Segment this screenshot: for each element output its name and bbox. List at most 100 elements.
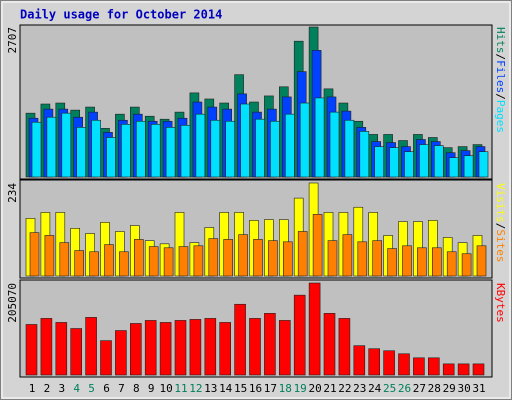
- bar: [359, 131, 370, 178]
- legend: Visits/Sites: [494, 183, 507, 263]
- bar: [46, 116, 57, 178]
- bar: [255, 118, 265, 178]
- chart-title: Daily usage for October 2014: [20, 8, 222, 22]
- bar: [297, 231, 308, 277]
- bar: [219, 322, 231, 376]
- x-tick-label: 6: [103, 382, 110, 395]
- bar: [448, 157, 459, 178]
- bar: [163, 247, 174, 277]
- bar: [210, 119, 221, 178]
- bar: [402, 245, 412, 277]
- bar: [344, 119, 355, 178]
- bar: [61, 112, 72, 178]
- bar: [31, 121, 42, 178]
- x-tick-label: 21: [323, 382, 336, 395]
- y-tick-label: 205070: [6, 283, 19, 323]
- bar: [368, 348, 381, 376]
- bar: [413, 357, 425, 376]
- bar: [165, 127, 176, 178]
- bar: [268, 240, 278, 277]
- bar: [431, 247, 442, 277]
- x-tick-label: 7: [118, 382, 125, 395]
- bar: [85, 317, 97, 376]
- bar: [374, 146, 385, 178]
- legend-entry: Pages: [494, 100, 507, 133]
- bar: [389, 147, 399, 178]
- bar: [338, 318, 351, 376]
- bar: [264, 313, 276, 376]
- legend-entry: Sites: [494, 229, 507, 262]
- bar: [238, 234, 248, 277]
- bar: [119, 251, 129, 277]
- bar: [225, 120, 235, 178]
- x-tick-label: 9: [148, 382, 155, 395]
- bar: [159, 322, 172, 376]
- bar: [134, 239, 144, 277]
- x-tick-label: 24: [368, 382, 382, 395]
- bar: [174, 320, 187, 376]
- bar: [44, 235, 55, 277]
- bar: [383, 350, 395, 376]
- bar: [387, 248, 397, 277]
- x-tick-label: 1: [29, 382, 36, 395]
- x-tick-label: 27: [413, 382, 426, 395]
- legend-entry: KBytes: [494, 283, 507, 323]
- bar: [178, 246, 189, 277]
- bar: [204, 318, 217, 376]
- bar: [372, 240, 383, 277]
- x-tick-label: 22: [338, 382, 351, 395]
- bar: [148, 246, 159, 277]
- bar: [323, 313, 336, 376]
- bar: [329, 111, 340, 178]
- x-tick-label: 31: [472, 382, 485, 395]
- legend-entry: Visits: [494, 183, 507, 223]
- bar: [357, 241, 368, 277]
- bar: [25, 324, 38, 376]
- legend-entry: Files: [494, 60, 507, 93]
- bar: [478, 151, 489, 178]
- x-tick-label: 4: [73, 382, 80, 395]
- bar: [55, 322, 68, 376]
- legend-entry: Hits: [494, 27, 507, 54]
- x-tick-label: 14: [219, 382, 233, 395]
- bar: [193, 245, 204, 277]
- x-tick-label: 11: [174, 382, 187, 395]
- bar: [433, 145, 444, 178]
- y-tick-label: 234: [6, 183, 19, 203]
- x-tick-label: 16: [249, 382, 262, 395]
- x-tick-label: 8: [133, 382, 140, 395]
- x-tick-label: 26: [398, 382, 411, 395]
- bar: [457, 363, 470, 376]
- bar: [76, 127, 86, 178]
- x-tick-label: 30: [457, 382, 470, 395]
- bar: [29, 232, 40, 277]
- bar: [150, 124, 161, 178]
- bar: [106, 137, 116, 178]
- bar: [208, 238, 219, 277]
- x-tick-label: 25: [383, 382, 396, 395]
- bar: [417, 247, 427, 277]
- bar: [130, 323, 142, 376]
- bar: [472, 363, 485, 376]
- x-tick-label: 18: [279, 382, 292, 395]
- bar: [121, 124, 131, 178]
- bar: [442, 363, 455, 376]
- bar: [253, 239, 263, 277]
- bar: [284, 113, 295, 178]
- bar: [342, 234, 353, 277]
- bar: [308, 282, 321, 376]
- bar: [293, 294, 306, 376]
- bar: [223, 239, 233, 277]
- legend: Hits/Files/Pages: [494, 27, 507, 133]
- bar: [70, 328, 82, 376]
- x-tick-label: 12: [189, 382, 202, 395]
- y-tick-label: 2707: [6, 27, 19, 54]
- x-tick-label: 29: [443, 382, 456, 395]
- bar: [74, 250, 84, 277]
- bar: [100, 340, 112, 376]
- x-tick-label: 5: [88, 382, 95, 395]
- bar: [136, 120, 146, 178]
- x-tick-label: 23: [353, 382, 366, 395]
